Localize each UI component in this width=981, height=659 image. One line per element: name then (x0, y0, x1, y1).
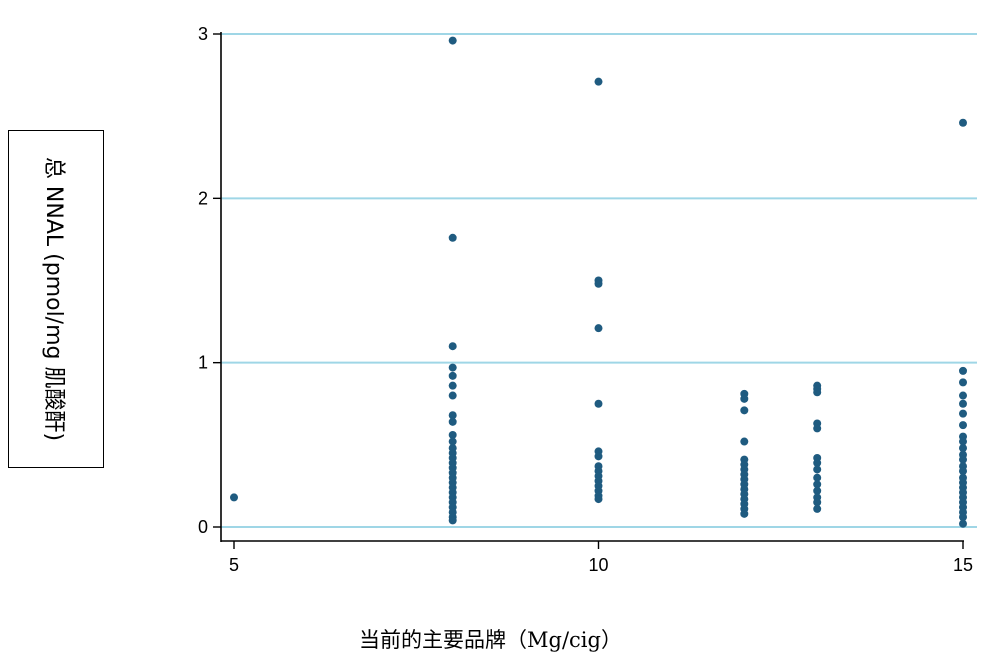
data-point (740, 394, 749, 403)
y-tick-label: 2 (198, 188, 208, 208)
data-point (959, 366, 967, 375)
data-point (448, 363, 457, 372)
x-tick-label: 5 (229, 555, 239, 575)
data-point (448, 516, 457, 525)
data-point (448, 391, 457, 400)
data-point (813, 498, 822, 507)
axis-ticks: 0 1 2 3 5 10 15 (198, 24, 973, 575)
data-point (959, 409, 967, 418)
data-point (740, 437, 749, 446)
data-point (959, 467, 967, 476)
data-point (594, 452, 603, 461)
x-tick-label: 10 (588, 555, 608, 575)
data-point (448, 233, 457, 242)
data-point (959, 399, 967, 408)
y-tick-label: 3 (198, 24, 208, 44)
data-point (594, 495, 603, 504)
data-point (959, 437, 967, 446)
data-point (813, 473, 822, 482)
data-point (448, 371, 457, 380)
data-point (230, 493, 238, 502)
axes (220, 32, 964, 542)
data-point (448, 36, 457, 45)
data-point (959, 519, 967, 528)
data-point (594, 77, 603, 86)
data-point (813, 458, 822, 467)
data-point (594, 279, 603, 288)
x-axis-label: 当前的主要品牌（Mg/cig） (359, 628, 622, 652)
data-point (740, 406, 749, 415)
gridlines (221, 33, 977, 528)
data-point (448, 411, 457, 420)
y-axis-label: 总 NNAL (pmol/mg 肌酸酐) (41, 156, 66, 442)
y-tick-label: 1 (198, 353, 208, 373)
data-point (959, 444, 967, 453)
data-point (813, 388, 822, 397)
data-point (959, 455, 967, 464)
data-point (959, 378, 967, 387)
data-point (594, 399, 603, 408)
x-tick-label: 15 (953, 555, 973, 575)
data-point (740, 509, 749, 518)
data-point (448, 430, 457, 439)
data-point (448, 417, 457, 426)
data-point (959, 118, 967, 127)
data-point (448, 381, 457, 390)
data-point (594, 324, 603, 333)
data-point (448, 437, 457, 446)
data-point (813, 486, 822, 495)
data-point (448, 342, 457, 351)
data-point (813, 465, 822, 474)
y-tick-label: 0 (198, 517, 208, 537)
data-point (813, 480, 822, 489)
data-point (959, 421, 967, 430)
data-point (959, 513, 967, 522)
y-axis-label-box: 总 NNAL (pmol/mg 肌酸酐) (8, 130, 104, 468)
data-point (959, 391, 967, 400)
data-points (230, 36, 967, 528)
data-point (813, 504, 822, 513)
data-point (813, 424, 822, 433)
